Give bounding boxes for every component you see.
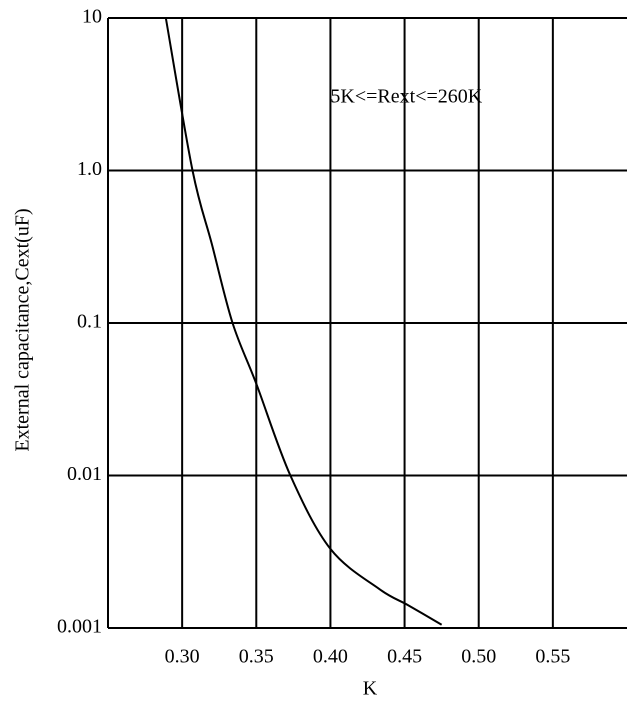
y-axis-label: External capacitance,Cext(uF): [12, 208, 34, 451]
y-tick-label: 10: [82, 6, 102, 28]
annotation: 5K<=Rext<=260K: [330, 85, 482, 107]
y-tick-label: 0.001: [57, 616, 102, 638]
x-axis-label: K: [363, 678, 378, 700]
x-tick-label: 0.35: [239, 646, 274, 668]
curve: [164, 17, 443, 626]
x-tick-label: 0.50: [461, 646, 496, 668]
x-tick-label: 0.30: [165, 646, 200, 668]
y-tick-label: 0.01: [67, 463, 102, 485]
x-tick-label: 0.55: [535, 646, 570, 668]
y-tick-label: 1.0: [77, 158, 102, 180]
y-tick-label: 0.1: [77, 311, 102, 333]
x-tick-label: 0.40: [313, 646, 348, 668]
x-tick-label: 0.45: [387, 646, 422, 668]
